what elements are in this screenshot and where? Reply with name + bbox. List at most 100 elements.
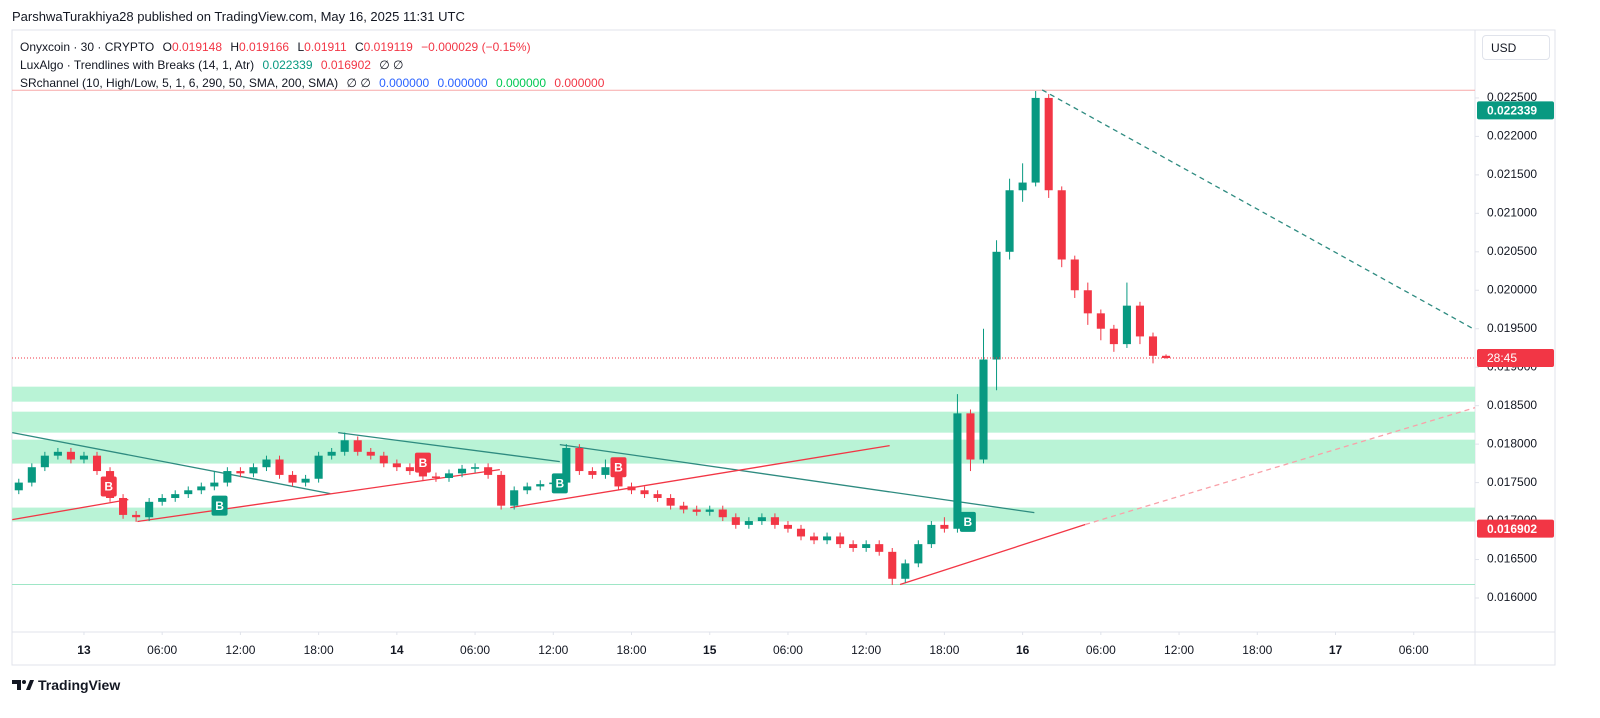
candle-body [158,497,167,502]
y-tick-label: 0.022500 [1487,90,1537,104]
signal-label: B [964,515,973,529]
candle-body [679,505,688,510]
candle-body [405,467,414,472]
candle-body [966,413,975,460]
candle-body [992,251,1001,360]
publish-header: ParshwaTurakhiya28 published on TradingV… [12,9,465,24]
signal-badge [414,452,431,473]
ohlc-h: H0.019166 [230,40,289,54]
candle-body [575,447,584,472]
x-tick-label: 15 [703,643,717,657]
candle-body [301,478,310,483]
sr-zone [12,386,1475,402]
y-tick-label: 0.016000 [1487,590,1537,604]
y-tick-label: 0.020000 [1487,282,1537,296]
signal-badge [100,476,117,497]
change: −0.000029 (−0.15%) [421,40,531,54]
indicator-value: 0.022339 [262,58,313,72]
indicator-legend: LuxAlgo · Trendlines with Breaks (14, 1,… [20,58,409,72]
indicator-value: 0.000000 [379,76,430,90]
candle-body [132,514,141,518]
candle-body [1044,97,1053,191]
ohlc-value: 0.019166 [239,40,290,54]
x-tick-label: 16 [1016,643,1030,657]
candle-body [510,490,519,506]
candle-body [1148,336,1158,356]
candle-body [601,467,610,475]
candle-body [653,494,662,498]
candle-body [66,451,75,460]
countdown-badge [1477,349,1554,368]
candle-body [457,468,467,474]
x-tick-label: 13 [77,643,91,657]
candle-body [849,544,858,548]
candle-body [288,474,297,483]
trendline [899,523,1086,586]
candle-body [327,451,336,456]
x-tick-label: 18:00 [1242,643,1272,657]
candle-body [744,521,753,525]
candle-body [484,467,493,475]
y-tick-label: 0.017500 [1487,475,1537,489]
candle-body [1096,313,1105,329]
x-tick-label: 06:00 [1086,643,1116,657]
signal-badge [551,473,568,494]
candle-body [418,471,427,477]
plot: BBBBBB0.0160000.0165000.0170000.0175000.… [12,89,1554,657]
candle-body [1018,182,1027,191]
candle-body [809,536,819,541]
candle-body [666,497,675,506]
signal-label: B [419,456,428,470]
candle-body [379,455,388,464]
candle-body [901,563,910,579]
currency-button[interactable]: USD [1482,35,1550,60]
signal-label: B [104,480,113,494]
x-tick-label: 06:00 [147,643,177,657]
candle-body [588,471,597,475]
signal-badge [610,457,627,478]
trendline [12,432,331,495]
indicator-name: LuxAlgo · Trendlines with Breaks (14, 1,… [20,58,255,72]
candle-body [353,440,362,452]
signal-label: B [555,477,564,491]
x-tick-label: 18:00 [929,643,959,657]
candle-body [692,509,701,512]
indicator-value: 0.016902 [320,58,371,72]
candle-body [145,501,154,518]
candle-body [731,517,740,525]
candle-body [875,544,884,552]
tv-logo [12,680,34,690]
candle-body [1161,355,1171,359]
indicator-extra: ∅ ∅ [346,76,371,90]
candle-body [1057,190,1066,260]
candle-body [523,486,532,491]
price-badge-label: 0.022339 [1487,103,1537,117]
countdown-label: 28:45 [1487,351,1517,365]
candle-body [366,451,375,456]
x-tick-label: 06:00 [460,643,490,657]
signal-label: B [215,499,224,513]
x-tick-label: 12:00 [538,643,568,657]
ohlc-value: 0.019119 [363,40,413,54]
candle-body [79,455,89,460]
ohlc-l: L0.01911 [297,40,346,54]
candle-body [536,484,545,487]
candle-body [171,494,180,498]
y-tick-label: 0.020500 [1487,244,1537,258]
x-tick-label: 06:00 [1399,643,1429,657]
y-tick-label: 0.021500 [1487,167,1537,181]
x-tick-label: 12:00 [851,643,881,657]
candle-body [1031,97,1040,183]
indicator-value: 0.000000 [437,76,488,90]
candle-body [757,517,766,522]
candle-body [223,471,232,483]
y-tick-label: 0.018500 [1487,398,1537,412]
y-tick-label: 0.016500 [1487,552,1537,566]
symbol-legend: Onyxcoin · 30 · CRYPTO O0.019148 H0.0191… [20,40,536,54]
ohlc-letter: H [230,40,240,54]
candle-body [14,482,23,491]
candle-body [888,551,897,579]
sr-zone [12,411,1475,433]
